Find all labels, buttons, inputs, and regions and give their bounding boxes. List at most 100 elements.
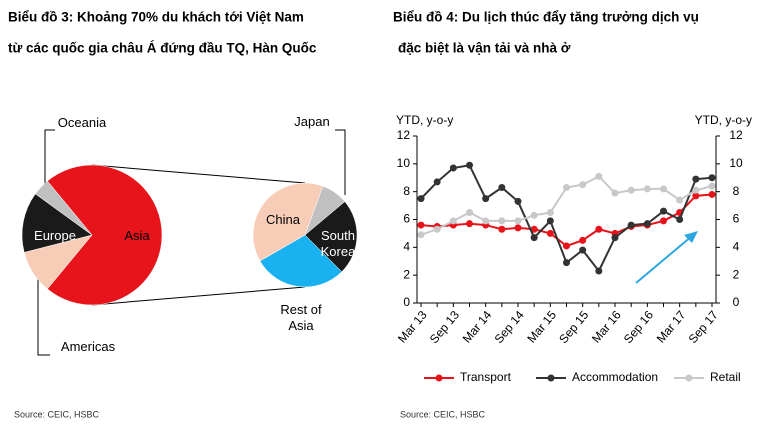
slice-label: South Korea: [320, 228, 356, 259]
slice-label: Japan: [294, 114, 330, 129]
chart-title: Biểu đồ 4: Du lịch thúc đẩy tăng trưởng …: [393, 10, 699, 25]
marker: [595, 267, 603, 275]
marker: [417, 195, 425, 203]
marker: [595, 172, 603, 180]
marker: [579, 246, 587, 254]
marker: [482, 217, 490, 225]
marker: [530, 234, 538, 242]
y2-tick-label: 6: [733, 212, 740, 226]
chart-title: Biểu đồ 3: Khoảng 70% du khách tới Việt …: [8, 10, 304, 25]
marker: [660, 207, 667, 215]
marker: [498, 183, 506, 191]
legend-marker: [435, 374, 443, 382]
pie-slice: [252, 182, 324, 262]
marker: [449, 217, 457, 225]
x-tick-label: Sep 17: [686, 308, 721, 346]
marker: [563, 183, 570, 191]
marker: [546, 229, 554, 237]
source: Source: CEIC, HSBC: [14, 409, 100, 419]
marker: [417, 221, 425, 229]
slice-label: Oceania: [57, 115, 107, 130]
slice-label: Europe: [34, 228, 76, 243]
marker: [433, 178, 441, 186]
x-tick-label: Sep 16: [621, 308, 656, 346]
marker: [514, 197, 522, 205]
y2-tick-label: 2: [733, 267, 740, 281]
marker: [660, 217, 667, 225]
x-tick-label: Sep 13: [427, 308, 462, 346]
marker: [692, 192, 700, 200]
marker: [643, 220, 651, 228]
y-tick-label: 8: [403, 184, 410, 198]
slice-label: Americas: [60, 339, 116, 354]
trend-arrow: [635, 235, 693, 284]
source: Source: CEIC, HSBC: [400, 409, 486, 419]
connector: [91, 164, 306, 184]
legend-label: Retail: [710, 370, 741, 384]
slice-label: China: [266, 212, 300, 227]
x-tick-label: Mar 14: [460, 308, 495, 346]
marker: [514, 224, 522, 232]
marker: [514, 217, 522, 225]
y-axis-label: YTD, y-o-y: [396, 113, 453, 127]
marker: [692, 186, 700, 194]
chart-title: từ các quốc gia châu Á đứng đầu TQ, Hàn …: [8, 41, 317, 56]
marker: [482, 195, 490, 203]
pie-slice: [47, 164, 163, 306]
x-tick-label: Mar 16: [589, 308, 624, 346]
trend-arrow-head: [684, 231, 698, 243]
x-tick-label: Mar 13: [395, 308, 430, 346]
legend-label: Transport: [460, 370, 512, 384]
marker: [660, 185, 667, 193]
x-tick-label: Sep 15: [556, 308, 591, 346]
leader-line: [37, 275, 50, 356]
x-tick-label: Sep 14: [492, 308, 527, 346]
y-tick-label: 12: [397, 128, 411, 142]
pie-slice: [304, 201, 358, 273]
y-tick-label: 6: [403, 212, 410, 226]
slice-label: Asia: [124, 228, 150, 243]
y-tick-label: 4: [403, 240, 410, 254]
marker: [627, 221, 635, 229]
marker: [676, 196, 684, 204]
slice-label: Rest of Asia: [280, 302, 322, 333]
chart-title: đặc biệt là vận tải và nhà ở: [398, 41, 571, 56]
x-tick-label: Mar 17: [654, 308, 689, 346]
legend-marker: [685, 374, 693, 382]
marker: [676, 216, 684, 223]
marker: [611, 234, 619, 242]
marker: [708, 190, 716, 198]
connector: [91, 286, 306, 306]
pie-slice: [35, 180, 93, 236]
y-tick-label: 0: [403, 295, 410, 309]
y2-tick-label: 12: [729, 128, 743, 142]
marker: [708, 182, 716, 190]
marker: [708, 174, 716, 182]
marker: [417, 231, 425, 239]
legend-marker: [547, 374, 555, 382]
marker: [466, 161, 473, 169]
marker: [498, 225, 506, 233]
marker: [579, 236, 587, 244]
marker: [563, 259, 570, 267]
marker: [546, 217, 554, 225]
marker: [627, 186, 635, 194]
y2-axis-label: YTD, y-o-y: [695, 113, 752, 127]
marker: [546, 209, 554, 217]
pie-slice: [259, 234, 343, 288]
marker: [466, 209, 473, 217]
marker: [643, 185, 651, 193]
marker: [530, 211, 538, 219]
line-series: [420, 193, 713, 248]
marker: [449, 164, 457, 172]
marker: [579, 181, 587, 189]
leader-line: [44, 129, 55, 192]
marker: [595, 225, 603, 233]
y-tick-label: 10: [397, 156, 411, 170]
pie-slice: [21, 193, 93, 253]
y-tick-label: 2: [403, 267, 410, 281]
y2-tick-label: 0: [733, 295, 740, 309]
marker: [433, 225, 441, 233]
